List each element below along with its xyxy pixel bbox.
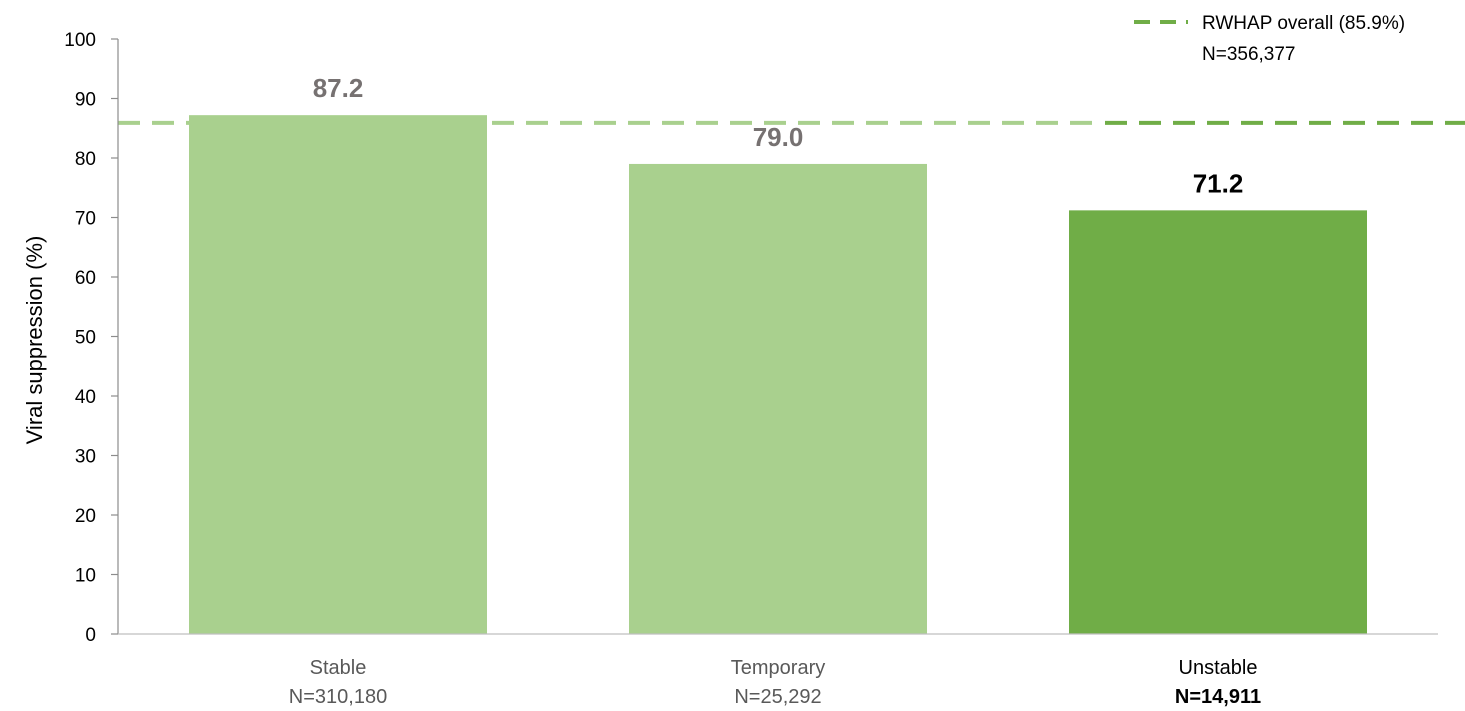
data-label: 79.0 (753, 122, 804, 152)
y-tick-label: 20 (75, 506, 96, 527)
x-tick-sublabel: N=14,911 (1175, 686, 1261, 708)
y-tick-label: 30 (75, 447, 96, 468)
x-tick-label: Temporary (731, 657, 825, 679)
y-tick-label: 70 (75, 209, 96, 230)
y-tick-label: 60 (75, 268, 96, 289)
y-tick-label: 80 (75, 149, 96, 170)
labels-layer: 87.2 Stable N=310,180 79.0 Temporary N=25,292… (289, 73, 1261, 708)
bar (189, 115, 487, 634)
y-axis-title: Viral suppression (%) (22, 236, 47, 445)
x-tick-label: Stable (310, 657, 367, 679)
data-label: 87.2 (313, 73, 364, 103)
bar (1069, 210, 1367, 635)
y-tick-label: 90 (75, 90, 96, 111)
y-tick-label: 100 (64, 30, 96, 51)
y-tick-label: 0 (85, 625, 96, 646)
x-tick-sublabel: N=25,292 (734, 686, 821, 708)
legend: RWHAP overall (85.9%) N=356,377 (1134, 13, 1405, 65)
legend-label: RWHAP overall (85.9%) (1202, 13, 1405, 34)
y-tick-label: 50 (75, 328, 96, 349)
bars-layer (189, 115, 1367, 635)
y-tick-label: 40 (75, 387, 96, 408)
data-label: 71.2 (1193, 168, 1244, 198)
y-tick-label: 10 (75, 566, 96, 587)
x-tick-sublabel: N=310,180 (289, 686, 387, 708)
bar (629, 163, 927, 634)
x-tick-label: Unstable (1179, 657, 1258, 679)
legend-sublabel: N=356,377 (1202, 44, 1296, 65)
axis-layer: 0 10 20 30 40 50 60 70 80 90 100 (64, 30, 1438, 646)
